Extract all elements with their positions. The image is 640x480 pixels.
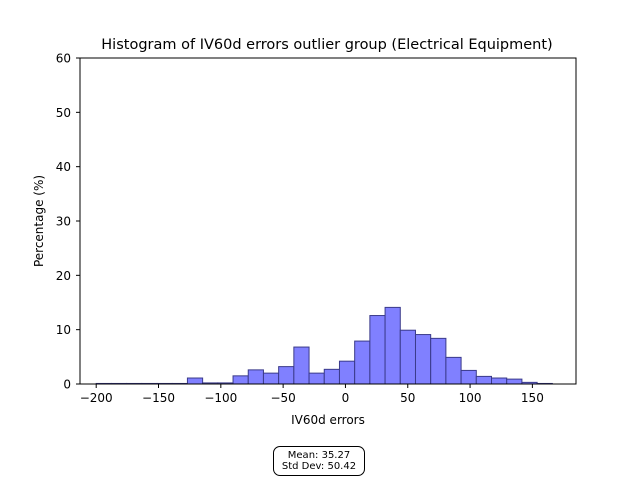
x-axis-label: IV60d errors — [291, 413, 365, 427]
histogram-bar — [414, 334, 432, 385]
y-tick-label: 40 — [56, 160, 71, 174]
x-tick-label: 0 — [342, 391, 350, 405]
histogram-bar — [354, 340, 371, 385]
histogram-bar — [247, 369, 264, 385]
x-tick-label: −150 — [142, 391, 175, 405]
x-tick-label: 50 — [400, 391, 415, 405]
y-axis-ticks: 0 10 20 30 40 50 60 — [56, 52, 80, 392]
chart-title: Histogram of IV60d errors outlier group … — [101, 37, 552, 53]
y-tick-label: 20 — [56, 269, 71, 283]
bars-group — [95, 306, 553, 385]
histogram-bar — [293, 346, 310, 385]
std-dev-stat: Std Dev: 50.42 — [281, 461, 357, 472]
x-tick-label: 100 — [459, 391, 482, 405]
histogram-bar — [460, 369, 477, 385]
histogram-bar — [430, 337, 447, 385]
x-tick-label: −50 — [270, 391, 295, 405]
x-tick-label: −100 — [204, 391, 237, 405]
histogram-bar — [323, 368, 340, 385]
histogram-bar — [186, 377, 204, 385]
histogram-bar — [491, 377, 508, 385]
histogram-bar — [338, 360, 356, 385]
histogram-bar — [232, 375, 249, 385]
y-tick-label: 60 — [56, 52, 71, 66]
y-tick-label: 10 — [56, 323, 71, 337]
histogram-bar — [262, 372, 280, 385]
x-tick-label: 150 — [521, 391, 544, 405]
mean-stat: Mean: 35.27 — [287, 450, 351, 461]
histogram-bar — [445, 356, 462, 385]
histogram-bar — [308, 372, 325, 385]
y-axis-label: Percentage (%) — [32, 175, 46, 267]
stats-box: Mean: 35.27 Std Dev: 50.42 — [273, 446, 365, 476]
plot-frame — [79, 57, 577, 385]
x-tick-label: −200 — [80, 391, 113, 405]
y-tick-label: 30 — [56, 215, 71, 229]
histogram-bar — [399, 329, 416, 385]
histogram-bar — [475, 375, 493, 385]
histogram-bar — [278, 366, 295, 385]
x-axis-ticks: −200 −150 −100 −50 0 50 100 150 — [80, 384, 544, 405]
y-tick-label: 0 — [63, 378, 71, 392]
histogram-bar — [369, 315, 386, 385]
y-tick-label: 50 — [56, 106, 71, 120]
histogram-bar — [506, 378, 523, 385]
histogram-bar — [384, 306, 401, 385]
